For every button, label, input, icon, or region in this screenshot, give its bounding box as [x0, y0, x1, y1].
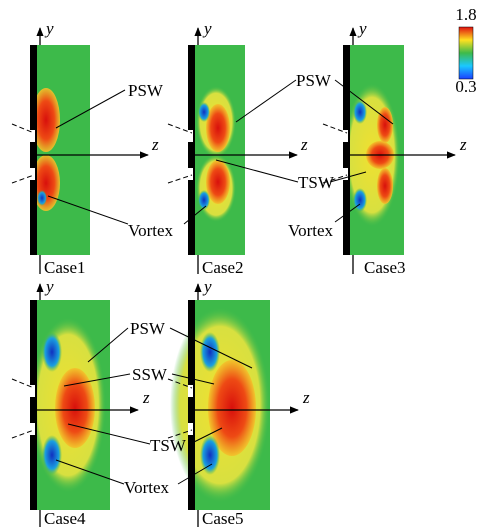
leader-line [55, 459, 125, 485]
shape [30, 423, 35, 435]
contour-blob [353, 100, 367, 124]
wall [188, 300, 195, 510]
shape [343, 130, 348, 142]
case-label: Case4 [44, 509, 86, 527]
z-axis-label: z [151, 135, 159, 154]
leader-line [177, 463, 213, 485]
y-axis-label: y [44, 19, 54, 38]
leader-line [63, 373, 131, 387]
z-axis-label: z [302, 388, 310, 407]
annotation: PSW [130, 319, 166, 338]
contour-blob [32, 88, 60, 152]
contour-blob [198, 190, 210, 210]
contour-blob [200, 332, 220, 372]
leader-line [235, 79, 297, 123]
contour-blob [377, 107, 393, 143]
contour-blob [377, 168, 393, 204]
contour-blob [353, 188, 367, 212]
annotation: Vortex [288, 221, 334, 240]
dashed-line [167, 378, 193, 389]
shape [30, 385, 35, 397]
wall [188, 45, 195, 255]
z-axis-label: z [300, 135, 308, 154]
contour-blob [55, 368, 95, 448]
annotation: SSW [132, 365, 168, 384]
dashed-line [322, 123, 348, 134]
leader-line [215, 159, 299, 183]
z-axis-label: z [459, 135, 467, 154]
dashed-line [167, 429, 193, 439]
leader-line [171, 373, 215, 385]
contour-blob [42, 332, 62, 372]
shape [343, 168, 348, 180]
annotation: TSW [150, 436, 187, 455]
panel-case1: y z Case1 [11, 19, 159, 277]
leader-line [55, 89, 126, 129]
leader-line [87, 327, 129, 363]
shape [188, 168, 193, 180]
annotation: TSW [298, 173, 335, 192]
annotation: PSW [296, 71, 332, 90]
dashed-line [167, 174, 193, 184]
wall [30, 300, 37, 510]
dashed-line [11, 429, 35, 439]
shape [30, 168, 35, 180]
shape [188, 423, 193, 435]
colorbar-max: 1.8 [455, 5, 476, 24]
contour-blob [200, 435, 220, 475]
case-label: Case3 [364, 258, 406, 277]
annotation: Vortex [124, 478, 170, 497]
contour-blob [206, 160, 230, 204]
case-label: Case5 [202, 509, 244, 527]
annotation: PSW [128, 81, 164, 100]
shape [188, 130, 193, 142]
colorbar: 1.8 0.3 [455, 5, 476, 96]
shape [188, 385, 193, 397]
leader-line [189, 427, 223, 445]
dashed-line [11, 174, 35, 184]
case-label: Case2 [202, 258, 244, 277]
contour-blob [42, 435, 62, 475]
leader-line [334, 79, 394, 125]
leader-line [329, 171, 367, 183]
wall [30, 45, 37, 255]
panel-case5: y z Case5 [167, 277, 310, 527]
y-axis-label: y [202, 19, 212, 38]
panel-case2: y z Case2 [167, 19, 308, 277]
annotation: Vortex [128, 221, 174, 240]
contour-blob [198, 102, 210, 122]
leader-line [67, 423, 151, 445]
annotations: PSW Vortex PSW TSW Vortex PSW SSW TSW Vo… [47, 71, 394, 497]
panel-case3: y z Case3 [322, 19, 467, 277]
case-label: Case1 [44, 258, 86, 277]
leader-line [169, 327, 253, 369]
contour-blob [37, 190, 47, 206]
leader-line [47, 195, 129, 225]
contour-blob [208, 360, 256, 456]
shape [30, 130, 35, 142]
y-axis-label: y [44, 277, 54, 296]
dashed-line [322, 174, 348, 184]
leader-line [183, 205, 207, 225]
dashed-line [11, 123, 35, 134]
dashed-line [11, 378, 35, 389]
wall [343, 45, 350, 255]
contour-blob [206, 104, 230, 152]
z-axis-label: z [142, 388, 150, 407]
leader-line [334, 203, 361, 223]
y-axis-label: y [357, 19, 367, 38]
dashed-line [167, 123, 193, 134]
y-axis-label: y [202, 277, 212, 296]
colorbar-min: 0.3 [455, 77, 476, 96]
colorbar-scale [458, 26, 474, 80]
